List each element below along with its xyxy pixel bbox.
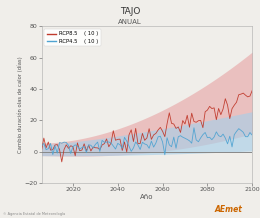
Text: © Agencia Estatal de Meteorología: © Agencia Estatal de Meteorología xyxy=(3,212,65,216)
Text: ANUAL: ANUAL xyxy=(118,19,142,25)
Text: AEmet: AEmet xyxy=(215,205,243,214)
Text: TAJO: TAJO xyxy=(120,7,140,15)
Legend: RCP8.5    ( 10 ), RCP4.5    ( 10 ): RCP8.5 ( 10 ), RCP4.5 ( 10 ) xyxy=(44,29,101,46)
X-axis label: Año: Año xyxy=(140,194,154,200)
Y-axis label: Cambio duración olas de calor (días): Cambio duración olas de calor (días) xyxy=(17,56,23,153)
